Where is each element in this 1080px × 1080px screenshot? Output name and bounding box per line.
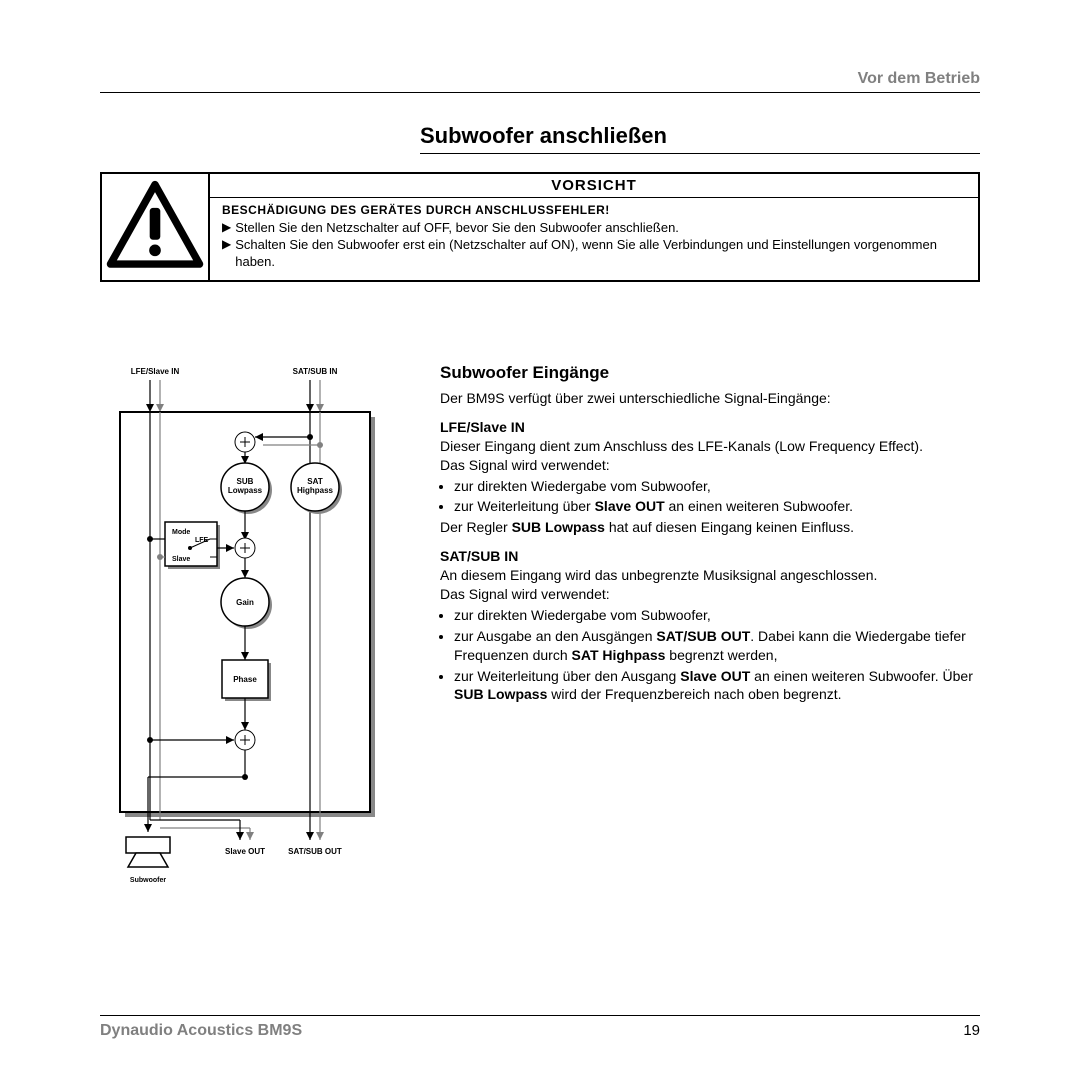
- svg-text:Subwoofer: Subwoofer: [130, 877, 166, 884]
- page-header: Vor dem Betrieb: [100, 70, 980, 93]
- main-title: Subwoofer anschließen: [420, 123, 980, 154]
- block-diagram: LFE/Slave IN SAT/SUB IN: [100, 362, 420, 897]
- sat-p2: Das Signal wird verwendet:: [440, 585, 980, 604]
- svg-text:SAT: SAT: [307, 477, 323, 486]
- warning-item: Stellen Sie den Netzschalter auf OFF, be…: [235, 220, 679, 237]
- lfe-p3: Der Regler SUB Lowpass hat auf diesen Ei…: [440, 518, 980, 537]
- svg-text:Mode: Mode: [172, 529, 190, 536]
- body-text: Subwoofer Eingänge Der BM9S verfügt über…: [420, 362, 980, 897]
- label-sat-in: SAT/SUB IN: [293, 367, 338, 376]
- sat-bullet: zur Ausgabe an den Ausgängen SAT/SUB OUT…: [454, 627, 980, 665]
- page-number: 19: [963, 1022, 980, 1040]
- lfe-p2: Das Signal wird verwendet:: [440, 456, 980, 475]
- svg-text:Slave OUT: Slave OUT: [225, 847, 265, 856]
- svg-text:SUB: SUB: [237, 477, 254, 486]
- warning-subtitle: BESCHÄDIGUNG DES GERÄTES DURCH ANSCHLUSS…: [222, 203, 968, 219]
- svg-text:Slave: Slave: [172, 556, 190, 563]
- warning-title: VORSICHT: [210, 174, 978, 198]
- svg-text:Gain: Gain: [236, 598, 254, 607]
- lfe-bullet: zur direkten Wiedergabe vom Subwoofer,: [454, 477, 980, 496]
- sat-bullet: zur Weiterleitung über den Ausgang Slave…: [454, 667, 980, 705]
- footer-product: Dynaudio Acoustics BM9S: [100, 1022, 302, 1040]
- lfe-p1: Dieser Eingang dient zum Anschluss des L…: [440, 437, 980, 456]
- svg-text:Lowpass: Lowpass: [228, 486, 263, 495]
- page-footer: Dynaudio Acoustics BM9S 19: [100, 1015, 980, 1040]
- warning-item: Schalten Sie den Subwoofer erst ein (Net…: [235, 237, 968, 271]
- sat-p1: An diesem Eingang wird das unbegrenzte M…: [440, 566, 980, 585]
- svg-text:Highpass: Highpass: [297, 486, 334, 495]
- label-lfe-in: LFE/Slave IN: [131, 367, 180, 376]
- warning-icon: [100, 172, 210, 282]
- sat-bullet: zur direkten Wiedergabe vom Subwoofer,: [454, 606, 980, 625]
- lfe-title: LFE/Slave IN: [440, 418, 980, 437]
- section-title: Subwoofer Eingänge: [440, 362, 980, 385]
- intro-text: Der BM9S verfügt über zwei unterschiedli…: [440, 389, 980, 408]
- sat-title: SAT/SUB IN: [440, 547, 980, 566]
- svg-text:Phase: Phase: [233, 675, 257, 684]
- svg-text:SAT/SUB OUT: SAT/SUB OUT: [288, 847, 342, 856]
- lfe-bullet: zur Weiterleitung über Slave OUT an eine…: [454, 497, 980, 516]
- bullet-arrow-icon: ▶: [222, 220, 231, 236]
- warning-box: VORSICHT BESCHÄDIGUNG DES GERÄTES DURCH …: [100, 172, 980, 282]
- bullet-arrow-icon: ▶: [222, 237, 231, 253]
